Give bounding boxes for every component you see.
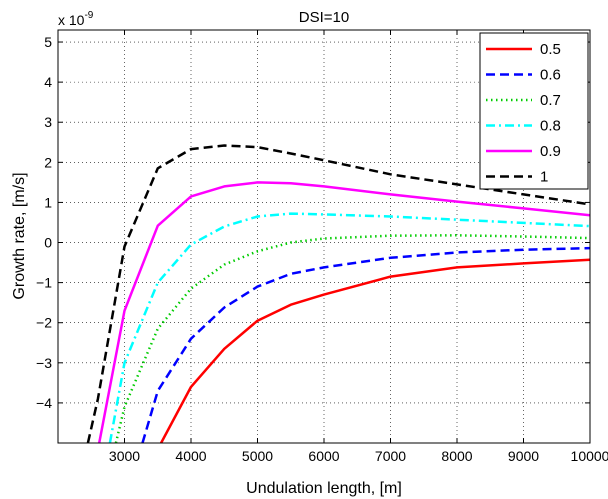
legend: 0.5 0.6 0.7 0.8 0.9 1 bbox=[479, 32, 589, 190]
chart-title: DSI=10 bbox=[299, 9, 349, 26]
legend-label: 0.5 bbox=[540, 41, 561, 58]
y-axis-multiplier-exponent: -9 bbox=[84, 10, 93, 21]
y-tick-label: 5 bbox=[44, 34, 52, 50]
legend-label: 0.9 bbox=[540, 143, 561, 160]
x-tick-label: 8000 bbox=[441, 448, 472, 464]
series-line-0-8 bbox=[108, 212, 590, 443]
series-layer bbox=[86, 144, 590, 443]
series-line-0-6 bbox=[141, 246, 590, 443]
y-tick-label: 4 bbox=[44, 74, 52, 90]
ticks: 3000 4000 5000 6000 7000 8000 9000 10000 −4 −3 −2 −… bbox=[36, 30, 608, 464]
y-tick-label: 1 bbox=[44, 194, 52, 210]
x-tick-label: 10000 bbox=[571, 448, 608, 464]
y-tick-label: 2 bbox=[44, 154, 52, 170]
y-axis-multiplier: x 10-9 bbox=[58, 10, 94, 28]
x-tick-label: 9000 bbox=[508, 448, 539, 464]
legend-label: 1 bbox=[540, 169, 548, 186]
y-tick-label: 3 bbox=[44, 114, 52, 130]
y-tick-label: −1 bbox=[36, 275, 52, 291]
x-tick-label: 3000 bbox=[109, 448, 140, 464]
y-tick-label: 0 bbox=[44, 235, 52, 251]
y-axis-multiplier-base: x 10 bbox=[58, 12, 85, 28]
y-axis-label: Growth rate, [m/s] bbox=[11, 172, 28, 299]
x-tick-label: 4000 bbox=[175, 448, 206, 464]
legend-label: 0.7 bbox=[540, 92, 561, 109]
x-tick-label: 5000 bbox=[242, 448, 273, 464]
y-tick-label: −3 bbox=[36, 355, 52, 371]
y-tick-label: −4 bbox=[36, 395, 52, 411]
legend-label: 0.6 bbox=[540, 67, 561, 84]
series-line-0-9 bbox=[97, 181, 590, 443]
legend-label: 0.8 bbox=[540, 118, 561, 135]
series-line-1 bbox=[86, 144, 590, 443]
x-tick-label: 6000 bbox=[308, 448, 339, 464]
series-line-0-5 bbox=[159, 258, 590, 443]
x-tick-label: 7000 bbox=[375, 448, 406, 464]
x-axis-label: Undulation length, [m] bbox=[246, 480, 402, 497]
y-tick-label: −2 bbox=[36, 315, 52, 331]
legend-box bbox=[479, 32, 589, 190]
